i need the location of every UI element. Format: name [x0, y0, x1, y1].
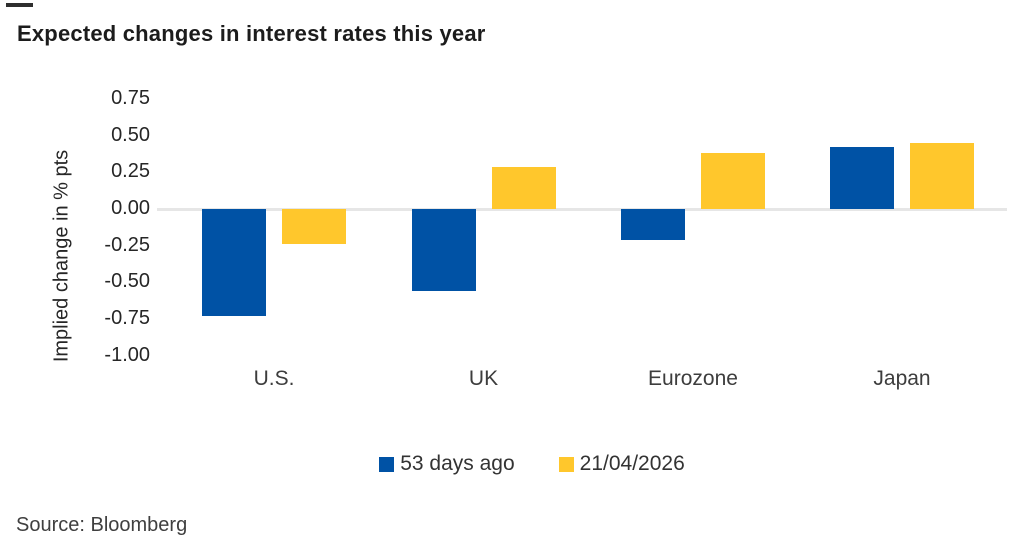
y-tick-label: 0.50: [111, 123, 150, 146]
x-category-label-uk: UK: [468, 367, 499, 390]
bar-japan-53-days-ago: [830, 147, 894, 209]
source-note: Source: Bloomberg: [16, 514, 188, 536]
chart-title: Expected changes in interest rates this …: [17, 21, 486, 46]
y-tick-label: 0.00: [111, 197, 150, 219]
bar-uk-53-days-ago: [411, 209, 476, 292]
y-tick-label: -0.25: [104, 233, 150, 256]
legend-label: 21/04/2026: [579, 452, 685, 475]
zero-gridline: [157, 208, 1007, 211]
bar-eurozone-21-04-2026: [701, 153, 765, 209]
legend-item-21-04-2026: 21/04/2026: [558, 452, 685, 476]
legend-swatch-icon: [558, 456, 574, 472]
y-tick-label: -0.50: [104, 270, 150, 293]
legend-item-53-days-ago: 53 days ago: [379, 452, 515, 476]
legend-label: 53 days ago: [400, 452, 515, 475]
bar-u-s-53-days-ago: [202, 209, 266, 316]
legend: 53 days ago 21/04/2026: [20, 452, 1024, 476]
bar-uk-21-04-2026: [491, 166, 556, 209]
bar-eurozone-53-days-ago: [621, 209, 685, 240]
y-tick-label: -1.00: [104, 343, 150, 366]
legend-swatch-icon: [379, 456, 395, 472]
x-category-label-japan: Japan: [873, 367, 931, 390]
y-tick-label: 0.25: [111, 160, 150, 183]
x-category-label-eurozone: Eurozone: [648, 367, 738, 390]
y-tick-label: -0.75: [104, 306, 150, 329]
bar-u-s-21-04-2026: [282, 209, 346, 245]
bar-japan-21-04-2026: [910, 143, 974, 209]
y-tick-label: 0.75: [111, 87, 150, 110]
top-left-dash: [6, 3, 33, 7]
x-category-label-u-s: U.S.: [253, 367, 295, 390]
